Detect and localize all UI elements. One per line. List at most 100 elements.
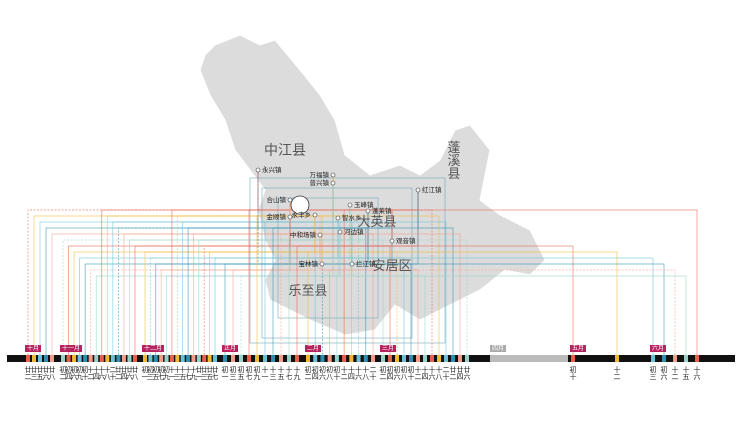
day-marker xyxy=(381,355,385,362)
day-label: 廿六 xyxy=(42,365,50,381)
day-label: 十六 xyxy=(355,365,363,381)
day-label: 初一 xyxy=(221,365,229,380)
link-line xyxy=(62,205,351,355)
day-label: 初五 xyxy=(152,365,160,380)
day-label: 初十 xyxy=(407,365,415,381)
day-label: 初四 xyxy=(386,365,394,381)
day-marker xyxy=(127,355,132,362)
day-marker xyxy=(356,355,361,362)
day-label: 初九 xyxy=(163,365,171,381)
day-label: 廿四 xyxy=(120,365,128,381)
link-line xyxy=(337,218,654,355)
month-tag xyxy=(142,345,165,352)
day-label: 廿六 xyxy=(125,365,133,381)
day-marker xyxy=(363,355,368,362)
day-marker xyxy=(306,355,310,362)
day-marker xyxy=(287,355,291,362)
link-line xyxy=(289,217,574,355)
day-label: 廿六 xyxy=(463,365,471,381)
day-marker xyxy=(105,355,110,362)
town-dot xyxy=(335,215,341,221)
town-dot xyxy=(337,229,343,235)
link-line xyxy=(319,235,676,355)
day-marker xyxy=(395,355,399,362)
town-dot xyxy=(255,167,261,173)
day-marker xyxy=(327,355,332,362)
day-marker xyxy=(402,355,406,362)
day-marker xyxy=(465,355,469,362)
town-dot xyxy=(330,180,336,186)
day-label: 十二 xyxy=(340,365,348,380)
day-label: 十六 xyxy=(428,365,436,381)
day-label: 十三 xyxy=(269,365,277,380)
link-line xyxy=(27,170,259,355)
day-label: 初五 xyxy=(237,365,245,380)
day-marker xyxy=(651,355,655,362)
day-label: 廿七 xyxy=(211,365,219,380)
day-label: 十七 xyxy=(184,365,192,380)
day-label: 十九 xyxy=(189,365,197,381)
day-marker xyxy=(223,355,227,362)
region-label: 安居区 xyxy=(372,259,411,274)
day-marker xyxy=(673,355,677,362)
town-dot xyxy=(330,172,336,178)
day-label: 初八 xyxy=(400,365,408,380)
month-label: 三月 xyxy=(382,345,394,352)
day-marker xyxy=(695,355,699,362)
day-label: 初二 xyxy=(59,365,67,380)
day-marker xyxy=(94,355,99,362)
day-marker xyxy=(153,355,158,362)
day-label: 初七 xyxy=(157,365,165,380)
town-dot xyxy=(415,187,421,193)
day-marker xyxy=(148,355,153,362)
day-marker xyxy=(143,355,147,362)
map-shape xyxy=(199,34,546,336)
link-line xyxy=(391,209,698,355)
day-label: 初九 xyxy=(253,365,261,381)
day-label: 廿八 xyxy=(131,365,139,380)
day-marker xyxy=(26,355,30,362)
town-label: 合山镇 xyxy=(267,195,287,204)
day-marker xyxy=(175,355,180,362)
day-label: 十五 xyxy=(179,365,187,380)
day-label: 十二 xyxy=(87,365,95,380)
town-label: 中和场镇 xyxy=(290,230,317,239)
day-marker xyxy=(239,355,243,362)
town-label: 观音镇 xyxy=(396,236,416,245)
day-label: 初十 xyxy=(333,365,341,381)
day-label: 初一 xyxy=(141,365,149,380)
link-line xyxy=(314,257,353,355)
day-label: 初二 xyxy=(379,365,387,380)
day-label: 十四 xyxy=(92,365,100,381)
day-marker xyxy=(133,355,137,362)
day-label: 十五 xyxy=(277,365,285,380)
month-label: 二月 xyxy=(307,345,319,352)
day-marker xyxy=(313,355,318,362)
day-marker xyxy=(66,355,71,362)
town-label: 普兴镇 xyxy=(310,178,330,187)
day-marker xyxy=(186,355,191,362)
day-marker xyxy=(295,355,299,362)
day-marker xyxy=(196,355,201,362)
day-label: 初四 xyxy=(65,365,73,381)
town-dot xyxy=(349,261,355,267)
day-marker xyxy=(342,355,347,362)
region-label: 蓬溪县 xyxy=(445,141,461,180)
town-label: 河边镇 xyxy=(344,227,364,236)
town-dot xyxy=(287,214,293,220)
day-label: 廿五 xyxy=(206,365,214,380)
town-dot xyxy=(389,238,395,244)
day-label: 初七 xyxy=(245,365,253,380)
day-label: 初二 xyxy=(304,365,312,380)
month-tag xyxy=(25,345,42,352)
day-label: 十一 xyxy=(261,365,269,380)
day-marker xyxy=(320,355,325,362)
town-label: 万福镇 xyxy=(310,170,330,179)
month-label: 四月 xyxy=(492,345,504,352)
day-label: 初六 xyxy=(70,365,78,381)
day-marker xyxy=(164,355,169,362)
month-label: 五月 xyxy=(572,345,584,352)
month-label: 十二月 xyxy=(144,344,162,352)
month-label: 十一月 xyxy=(62,344,80,352)
day-label: 十一 xyxy=(168,365,176,380)
